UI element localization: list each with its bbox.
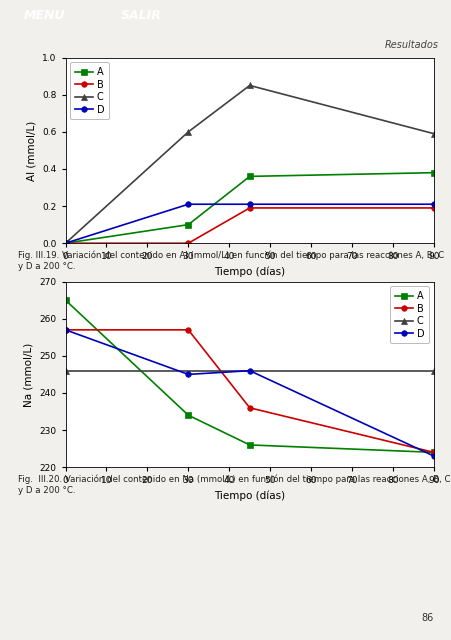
X-axis label: Tiempo (días): Tiempo (días) <box>214 491 285 501</box>
Text: SALIR: SALIR <box>120 9 161 22</box>
Text: Fig.  III.20. Variación del contenido en Na (mmol/L) en función del tiempo para : Fig. III.20. Variación del contenido en … <box>18 475 450 495</box>
Y-axis label: Al (mmol/L): Al (mmol/L) <box>27 120 37 180</box>
B <box>63 326 68 333</box>
A <box>63 296 68 304</box>
D <box>246 367 252 374</box>
Text: 86: 86 <box>421 613 433 623</box>
B <box>246 204 252 212</box>
A <box>246 441 252 449</box>
C <box>63 239 68 247</box>
A <box>185 221 191 228</box>
A <box>246 173 252 180</box>
A <box>430 169 436 177</box>
D <box>63 326 68 333</box>
Legend: A, B, C, D: A, B, C, D <box>70 63 109 120</box>
D <box>63 239 68 247</box>
B <box>185 326 191 333</box>
Text: Fig. III.19. Variación del contenido en Al (mmol/L) en función del tiempo para l: Fig. III.19. Variación del contenido en … <box>18 251 443 271</box>
Line: A: A <box>63 298 436 455</box>
B <box>63 239 68 247</box>
B <box>185 239 191 247</box>
Line: B: B <box>63 327 436 455</box>
X-axis label: Tiempo (días): Tiempo (días) <box>214 267 285 277</box>
B <box>430 204 436 212</box>
C <box>246 82 252 90</box>
D <box>246 200 252 208</box>
Legend: A, B, C, D: A, B, C, D <box>390 287 428 344</box>
D <box>185 200 191 208</box>
C <box>430 130 436 138</box>
A <box>185 412 191 419</box>
Text: MENU: MENU <box>23 9 65 22</box>
A <box>63 239 68 247</box>
D <box>430 200 436 208</box>
Text: Resultados: Resultados <box>384 40 437 50</box>
A <box>430 449 436 456</box>
Line: D: D <box>63 202 436 246</box>
Line: C: C <box>63 83 436 246</box>
C <box>185 128 191 136</box>
D <box>430 452 436 460</box>
Line: A: A <box>63 170 436 246</box>
Line: D: D <box>63 327 436 459</box>
B <box>246 404 252 412</box>
B <box>430 449 436 456</box>
Line: B: B <box>63 205 436 246</box>
D <box>185 371 191 378</box>
Y-axis label: Na (mmol/L): Na (mmol/L) <box>24 342 34 406</box>
